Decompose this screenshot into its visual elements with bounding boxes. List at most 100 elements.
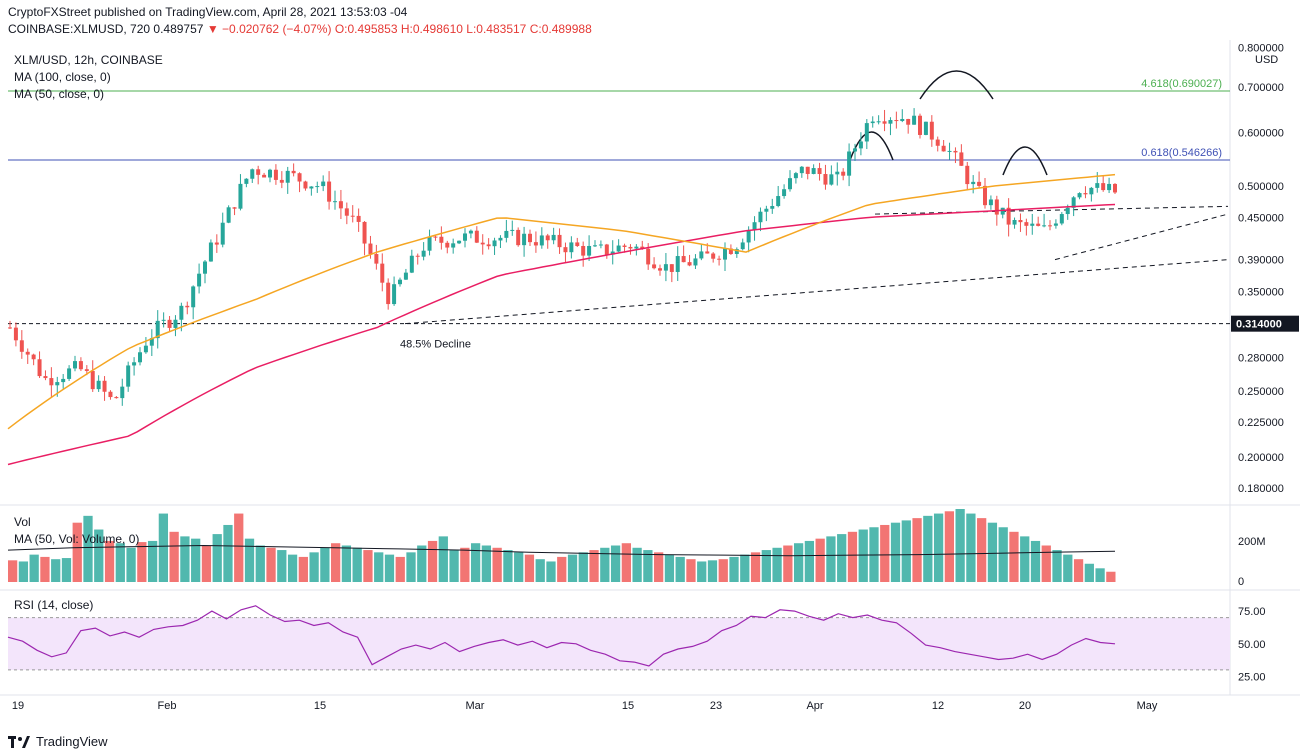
candle-body xyxy=(687,262,692,266)
candle-body xyxy=(587,245,592,256)
volume-bar xyxy=(664,554,675,582)
candle-body xyxy=(894,120,899,122)
volume-bar xyxy=(309,552,319,582)
candle-body xyxy=(327,181,332,202)
volume-bar xyxy=(750,552,761,582)
time-tick-label: May xyxy=(1137,700,1158,712)
volume-bar xyxy=(191,538,201,582)
candle-body xyxy=(61,378,66,383)
volume-bar xyxy=(901,520,911,582)
price-tick-label: 0.390000 xyxy=(1238,255,1284,267)
candle-body xyxy=(55,382,60,386)
candle-body xyxy=(102,380,107,392)
volume-bar xyxy=(998,527,1008,582)
price-tick-label: 0.500000 xyxy=(1238,181,1284,193)
volume-bar xyxy=(729,556,739,582)
ma100-line xyxy=(7,203,1116,466)
volume-bar xyxy=(503,550,513,582)
volume-tick-label: 0 xyxy=(1238,576,1244,588)
candle-body xyxy=(49,378,54,386)
volume-bar xyxy=(923,515,933,582)
symbol-label: COINBASE:XLMUSD, 720 xyxy=(8,22,151,36)
candle-body xyxy=(581,245,586,256)
candle-body xyxy=(923,121,928,135)
volume-bar xyxy=(449,550,459,582)
candle-body xyxy=(309,186,314,189)
candle-body xyxy=(356,215,361,222)
candle-body xyxy=(386,282,391,305)
candle-body xyxy=(13,327,18,341)
volume-bar xyxy=(643,550,653,582)
candle-body xyxy=(297,173,302,182)
candle-body xyxy=(344,208,349,216)
candle-body xyxy=(238,183,243,209)
candle-body xyxy=(285,170,290,183)
candle-body xyxy=(439,236,444,243)
candle-body xyxy=(143,345,148,353)
candle-body xyxy=(149,338,154,346)
volume-bar xyxy=(880,524,890,582)
volume-bar xyxy=(460,547,470,582)
candle-body xyxy=(25,351,30,355)
tradingview-brand[interactable]: TradingView xyxy=(8,734,108,749)
candle-body xyxy=(918,115,922,135)
chart-title: XLM/USD, 12h, COINBASE xyxy=(14,53,163,67)
volume-bar xyxy=(567,554,578,582)
candle-body xyxy=(1030,223,1035,226)
candle-body xyxy=(392,284,397,305)
candle-body xyxy=(758,211,763,223)
candle-body xyxy=(1065,207,1070,215)
volume-bar xyxy=(783,545,793,582)
candle-body xyxy=(959,152,964,166)
neckline xyxy=(874,205,1229,215)
volume-bar xyxy=(718,559,728,582)
candle-body xyxy=(138,352,142,363)
volume-bar xyxy=(223,524,233,582)
candle-body xyxy=(575,242,580,246)
candle-body xyxy=(723,248,727,260)
volume-bar xyxy=(1030,540,1041,582)
candle-body xyxy=(179,305,184,320)
trendline-lower xyxy=(404,259,1229,325)
candle-body xyxy=(1077,193,1082,198)
candle-body xyxy=(953,150,958,153)
candle-body xyxy=(403,272,408,280)
volume-bar xyxy=(804,540,815,582)
candle-body xyxy=(96,380,101,390)
candle-body xyxy=(646,248,651,265)
candle-body xyxy=(173,319,178,328)
candle-body xyxy=(1000,207,1005,215)
candle-body xyxy=(841,171,846,176)
candle-body xyxy=(870,121,875,124)
candle-body xyxy=(108,391,113,398)
candle-body xyxy=(628,246,633,249)
time-tick-label: Apr xyxy=(806,700,823,712)
volume-bar xyxy=(632,547,642,582)
candle-body xyxy=(728,248,733,254)
candle-body xyxy=(203,261,207,274)
volume-bar xyxy=(966,513,976,582)
candle-body xyxy=(669,264,674,272)
volume-bar xyxy=(40,556,50,582)
candle-body xyxy=(427,236,432,251)
candle-body xyxy=(1042,225,1047,227)
candle-body xyxy=(888,120,893,124)
volume-bar xyxy=(707,560,718,582)
candle-body xyxy=(1083,193,1088,195)
open-value: O:0.495853 xyxy=(334,22,398,36)
candle-body xyxy=(197,273,202,287)
candle-body xyxy=(73,361,77,369)
high-value: H:0.498610 xyxy=(400,22,463,36)
candle-body xyxy=(882,121,887,124)
candle-body xyxy=(273,169,278,180)
volume-bar xyxy=(837,534,847,582)
volume-bar xyxy=(255,545,265,582)
candle-body xyxy=(876,121,881,123)
candle-body xyxy=(746,229,751,243)
rsi-band xyxy=(8,617,1230,670)
candle-body xyxy=(634,246,639,249)
time-tick-label: Mar xyxy=(466,700,485,712)
price-tick-label: 0.280000 xyxy=(1238,353,1284,365)
volume-bar xyxy=(427,540,438,582)
